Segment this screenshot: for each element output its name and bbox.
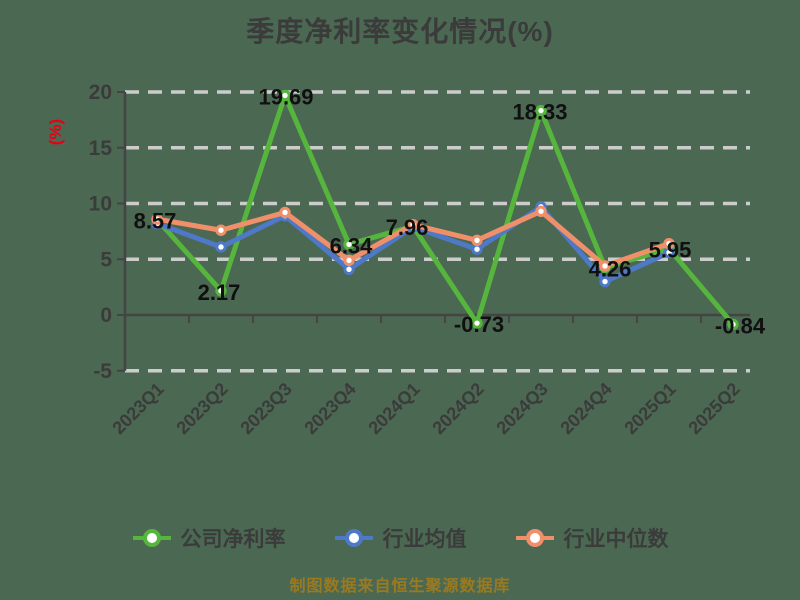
series-1-point: [471, 243, 483, 255]
series-0-point: [727, 318, 739, 331]
x-tick-label-2024Q4: 2024Q4: [556, 379, 615, 438]
series-1-point: [599, 275, 611, 288]
data-label-2025Q2: -0.84: [715, 313, 766, 338]
series-2-point: [279, 206, 291, 219]
x-tick-label-2024Q3: 2024Q3: [492, 379, 551, 438]
data-label-2024Q3: 18.33: [512, 100, 567, 125]
legend-label: 公司净利率: [180, 528, 286, 551]
x-tick-label-2024Q1: 2024Q1: [364, 379, 423, 438]
x-tick-label-2023Q3: 2023Q3: [236, 379, 295, 438]
y-tick-label: 5: [100, 248, 112, 271]
data-label-2025Q1: 5.95: [649, 238, 692, 263]
y-tick-label: 0: [100, 304, 112, 327]
chart-title: 季度净利率变化情况(%): [246, 16, 554, 47]
series-line-0: [154, 92, 736, 327]
legend-item-0[interactable]: 公司净利率: [132, 523, 286, 553]
series-0-point: [215, 285, 227, 297]
legend-marker-icon: [132, 529, 171, 547]
data-label-2023Q1: 8.57: [134, 208, 177, 233]
series-2-point: [215, 224, 227, 236]
y-axis-title: (%): [46, 119, 65, 145]
series-1-point: [343, 263, 355, 275]
series-2-point: [535, 205, 547, 218]
series-2-point: [471, 234, 483, 246]
footer-note: 制图数据来自恒生聚源数据库: [289, 578, 511, 595]
legend-marker-icon: [334, 529, 373, 547]
y-tick-label: 15: [89, 137, 113, 160]
legend: 公司净利率 行业均值 行业中位数: [0, 517, 800, 559]
x-tick-label-2023Q2: 2023Q2: [172, 379, 231, 438]
y-tick-label: 20: [89, 81, 112, 104]
series-0-point: [343, 238, 355, 251]
series-2-point: [151, 213, 163, 225]
series-1-point: [215, 241, 227, 253]
x-tick-label-2023Q1: 2023Q1: [108, 379, 167, 438]
data-label-2023Q4: 6.34: [330, 233, 374, 258]
x-tick-label-2025Q1: 2025Q1: [620, 379, 679, 438]
series-2-point: [663, 237, 675, 250]
x-tick-label-2024Q2: 2024Q2: [428, 379, 487, 438]
legend-label: 行业均值: [382, 528, 467, 551]
legend-label: 行业中位数: [563, 528, 669, 551]
legend-marker-icon: [515, 529, 554, 547]
series-2-point: [343, 254, 355, 267]
series-0-point: [279, 89, 291, 102]
y-tick-label: -5: [93, 360, 112, 383]
data-label-2024Q1: 7.96: [386, 215, 429, 240]
legend-item-2[interactable]: 行业中位数: [515, 523, 669, 553]
data-label-2024Q2: -0.73: [454, 312, 504, 337]
series-2-point: [599, 260, 611, 272]
data-label-2024Q4: 4.26: [589, 257, 632, 282]
x-tick-label-2025Q2: 2025Q2: [684, 379, 743, 438]
x-tick-label-2023Q4: 2023Q4: [300, 379, 359, 438]
series-0-point: [535, 104, 547, 117]
series-0-point: [471, 317, 483, 329]
data-label-2023Q2: 2.17: [198, 280, 241, 305]
legend-item-1[interactable]: 行业均值: [334, 523, 467, 553]
y-tick-label: 10: [89, 193, 112, 216]
data-label-2023Q3: 19.69: [258, 84, 313, 109]
series-2-point: [407, 218, 419, 231]
